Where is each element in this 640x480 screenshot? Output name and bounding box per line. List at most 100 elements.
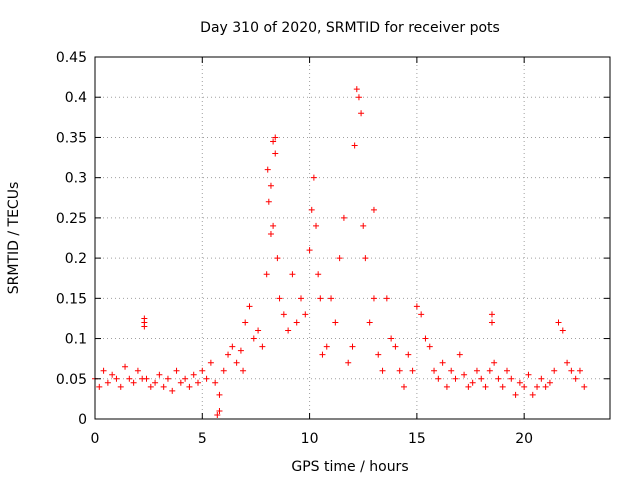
data-point xyxy=(263,271,270,278)
data-point xyxy=(310,174,317,181)
x-tick-label: 20 xyxy=(515,431,533,447)
data-point xyxy=(109,371,116,378)
data-point xyxy=(199,367,206,374)
x-tick-label: 0 xyxy=(91,431,100,447)
data-point xyxy=(96,383,103,390)
y-tick-label: 0.1 xyxy=(65,332,87,348)
data-point xyxy=(512,391,519,398)
data-point xyxy=(499,383,506,390)
data-point xyxy=(173,367,180,374)
data-point xyxy=(156,371,163,378)
data-point xyxy=(250,335,257,342)
data-point xyxy=(152,379,159,386)
data-point xyxy=(272,150,279,157)
data-point xyxy=(147,383,154,390)
data-point xyxy=(240,367,247,374)
data-point xyxy=(478,375,485,382)
data-point xyxy=(486,367,493,374)
data-points xyxy=(92,86,588,418)
data-point xyxy=(488,319,495,326)
data-point xyxy=(572,375,579,382)
y-tick-label: 0.3 xyxy=(65,171,87,187)
data-point xyxy=(349,343,356,350)
data-point xyxy=(355,94,362,101)
data-point xyxy=(456,351,463,358)
data-point xyxy=(134,367,141,374)
data-point xyxy=(104,379,111,386)
data-point xyxy=(100,367,107,374)
data-point xyxy=(267,230,274,237)
data-point xyxy=(375,351,382,358)
data-point xyxy=(379,367,386,374)
data-point xyxy=(559,327,566,334)
data-point xyxy=(313,222,320,229)
data-point xyxy=(319,351,326,358)
data-point xyxy=(195,379,201,386)
data-point xyxy=(141,323,148,330)
data-point xyxy=(216,391,223,398)
data-point xyxy=(306,247,313,254)
x-tick-label: 15 xyxy=(408,431,426,447)
data-point xyxy=(113,375,120,382)
data-point xyxy=(169,387,176,394)
data-point xyxy=(461,371,468,378)
data-point xyxy=(285,327,292,334)
data-point xyxy=(538,375,545,382)
grid xyxy=(95,57,610,419)
data-point xyxy=(242,319,249,326)
y-axis-label: SRMTID / TECUs xyxy=(6,182,22,295)
data-point xyxy=(488,311,495,318)
data-point xyxy=(259,343,266,350)
data-point xyxy=(267,182,274,189)
data-point xyxy=(130,379,137,386)
chart-title: Day 310 of 2020, SRMTID for receiver pot… xyxy=(200,20,500,36)
data-point xyxy=(383,295,390,302)
data-point xyxy=(564,359,571,366)
x-axis: 0 5 10 15 20 xyxy=(91,57,533,447)
data-point xyxy=(220,367,227,374)
data-point xyxy=(126,375,133,382)
data-point xyxy=(422,335,429,342)
data-point xyxy=(396,367,403,374)
data-point xyxy=(495,375,502,382)
data-point xyxy=(160,383,167,390)
data-point xyxy=(276,295,283,302)
data-point xyxy=(190,371,197,378)
y-axis: 0 0.05 0.1 0.15 0.2 0.25 0.3 0.35 0.4 0.45 xyxy=(56,50,610,428)
data-point xyxy=(255,327,262,334)
data-point xyxy=(308,206,315,213)
y-tick-label: 0.25 xyxy=(56,211,87,227)
data-point xyxy=(508,375,515,382)
y-tick-label: 0 xyxy=(78,412,87,428)
data-point xyxy=(491,359,498,366)
data-point xyxy=(431,367,438,374)
data-point xyxy=(360,222,367,229)
data-point xyxy=(186,383,193,390)
data-point xyxy=(117,383,124,390)
data-point xyxy=(542,383,549,390)
y-tick-label: 0.4 xyxy=(65,90,87,106)
y-tick-label: 0.2 xyxy=(65,251,87,267)
data-point xyxy=(143,375,150,382)
data-point xyxy=(298,295,304,302)
data-point xyxy=(353,86,360,93)
data-point xyxy=(289,271,296,278)
data-point xyxy=(529,391,536,398)
data-point xyxy=(212,379,219,386)
data-point xyxy=(405,351,412,358)
data-point xyxy=(207,359,214,366)
data-point xyxy=(302,311,309,318)
x-tick-label: 10 xyxy=(301,431,319,447)
data-point xyxy=(504,367,510,374)
data-point xyxy=(214,411,221,418)
data-point xyxy=(525,371,532,378)
data-point xyxy=(469,379,476,386)
x-axis-label: GPS time / hours xyxy=(291,459,408,475)
x-tick-label: 5 xyxy=(198,431,207,447)
plot-frame xyxy=(94,56,611,420)
data-point xyxy=(332,319,339,326)
data-point xyxy=(521,383,528,390)
data-point xyxy=(452,375,459,382)
data-point xyxy=(225,351,232,358)
data-point xyxy=(370,295,377,302)
